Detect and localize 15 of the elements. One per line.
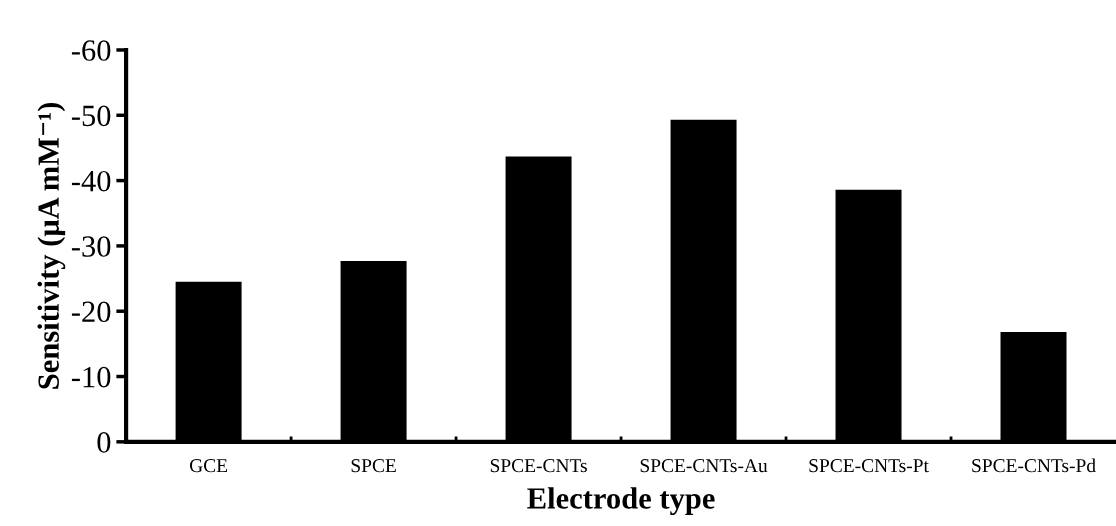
- y-axis-title: Sensitivity (μA mM⁻¹): [37, 102, 66, 389]
- y-tick-label: -60: [71, 40, 111, 61]
- y-tick-label: -40: [71, 170, 111, 192]
- x-axis-title: Electrode type: [527, 487, 715, 516]
- x-tick-label: GCE: [189, 459, 228, 473]
- y-tick-label: 0: [97, 432, 111, 453]
- x-tick-label: SPCE-CNTs-Pd: [972, 458, 1096, 473]
- y-tick-label: -50: [71, 105, 111, 127]
- x-tick-label: SPCE-CNTs: [490, 459, 587, 473]
- y-tick-label: -20: [71, 301, 111, 323]
- x-tick-label: SPCE: [351, 459, 396, 473]
- x-tick-label: SPCE-CNTs-Au: [640, 459, 768, 473]
- y-tick-label: -30: [71, 236, 111, 257]
- x-tick-label: SPCE-CNTs-Pt: [809, 459, 929, 473]
- y-tick-label: -10: [71, 366, 111, 388]
